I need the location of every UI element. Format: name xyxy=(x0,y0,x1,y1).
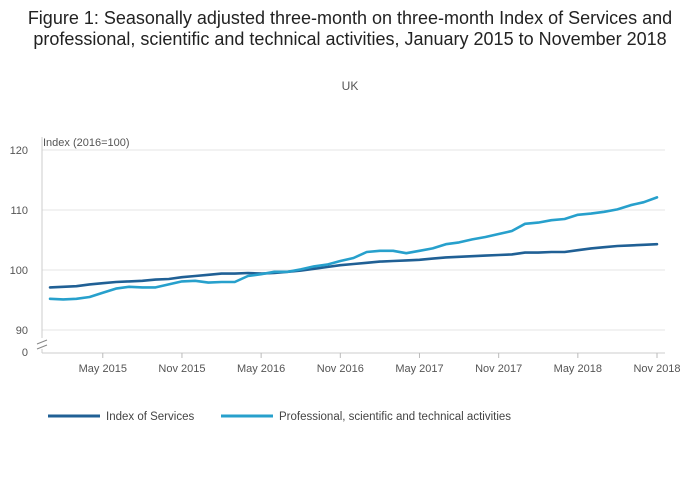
axes: 120 110 100 90 Index (2016=100) 0 May 2015 Nov … xyxy=(10,137,681,375)
x-tick-label: Nov 2015 xyxy=(158,363,205,375)
x-tick-label: Nov 2018 xyxy=(633,363,680,375)
x-tick-label: May 2017 xyxy=(395,363,443,375)
legend: Index of Services Professional, scientifi… xyxy=(48,411,511,423)
x-tick-label: Nov 2017 xyxy=(475,363,522,375)
legend-label: Index of Services xyxy=(106,411,194,423)
x-tick-label: May 2018 xyxy=(554,363,602,375)
y-tick-label: 100 xyxy=(10,265,28,277)
y-tick-label: 90 xyxy=(16,325,28,337)
y-axis-label: Index (2016=100) xyxy=(43,137,130,149)
y-tick-label: 110 xyxy=(10,205,28,217)
y-tick-label-zero: 0 xyxy=(22,347,28,359)
x-tick-label: May 2015 xyxy=(79,363,127,375)
series-lines xyxy=(48,196,659,301)
series-line-index-of-services xyxy=(48,242,659,289)
gridlines xyxy=(42,149,665,331)
legend-label: Professional, scientific and technical a… xyxy=(279,411,511,423)
axis-break-mark xyxy=(36,339,48,345)
y-tick-label: 120 xyxy=(10,145,28,157)
axis-break-mark xyxy=(36,344,48,350)
chart-title: Figure 1: Seasonally adjusted three-mont… xyxy=(27,8,673,49)
x-tick-label: Nov 2016 xyxy=(317,363,364,375)
x-tick-label: May 2016 xyxy=(237,363,285,375)
series-line-professional-scientific-technical xyxy=(48,196,659,301)
chart-subtitle: UK xyxy=(341,79,359,93)
